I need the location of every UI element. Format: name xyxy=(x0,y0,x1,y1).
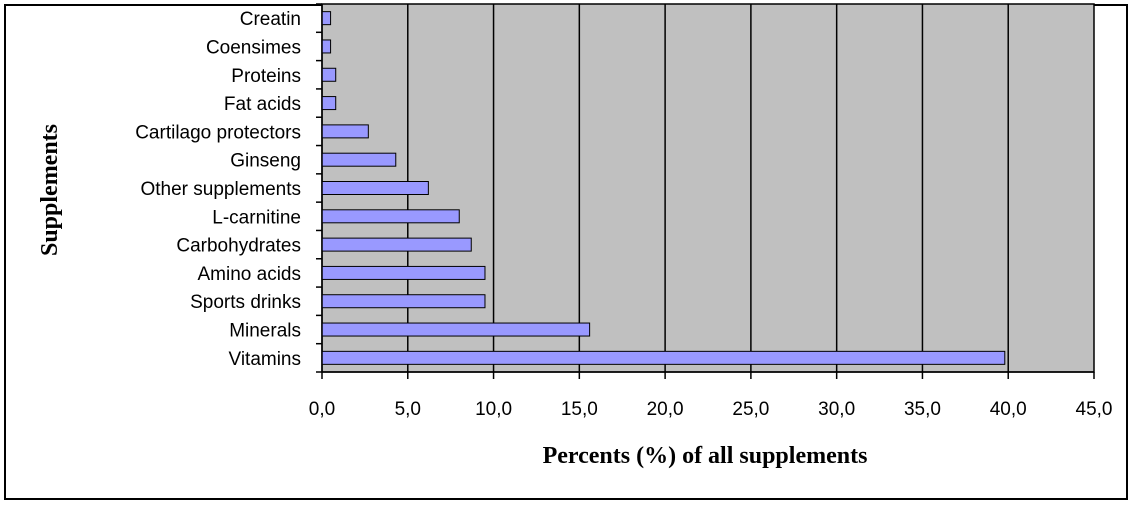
x-tick-label: 5,0 xyxy=(395,399,421,420)
bar xyxy=(321,124,369,139)
category-label: L-carnitine xyxy=(212,207,301,228)
bar xyxy=(321,265,486,280)
category-label: Fat acids xyxy=(224,94,301,115)
bar xyxy=(321,152,397,167)
category-label: Vitamins xyxy=(228,349,301,370)
bar xyxy=(321,237,472,252)
bars xyxy=(321,11,1006,365)
category-label: Proteins xyxy=(231,66,301,87)
category-label: Amino acids xyxy=(198,264,302,285)
category-label: Sports drinks xyxy=(190,292,301,313)
bar xyxy=(321,11,332,26)
bar xyxy=(321,96,337,111)
x-tick-label: 40,0 xyxy=(990,399,1027,420)
category-label: Ginseng xyxy=(230,151,301,172)
category-label: Other supplements xyxy=(140,179,301,200)
x-tick-label: 0,0 xyxy=(309,399,335,420)
category-label: Minerals xyxy=(229,321,301,342)
x-tick-label: 45,0 xyxy=(1076,399,1113,420)
plot-area xyxy=(321,3,1095,373)
category-labels: Creatin Coensimes Proteins Fat acids Cartila… xyxy=(135,9,301,370)
x-tick-label: 35,0 xyxy=(904,399,941,420)
x-axis-title: Percents (%) of all supplements xyxy=(543,443,868,469)
x-axis-ticks xyxy=(321,372,1095,379)
x-tick-labels: 0,0 5,0 10,0 15,0 20,0 25,0 30,0 35,0 40,0 45,0 xyxy=(309,399,1113,420)
x-tick-label: 25,0 xyxy=(732,399,769,420)
category-label: Carbohydrates xyxy=(176,236,301,257)
category-label: Creatin xyxy=(240,9,301,30)
x-tick-label: 15,0 xyxy=(561,399,598,420)
bar xyxy=(321,322,591,337)
gridlines xyxy=(407,4,1009,372)
x-tick-label: 30,0 xyxy=(818,399,855,420)
category-label: Coensimes xyxy=(206,37,301,58)
bar xyxy=(321,294,486,309)
y-axis-ticks xyxy=(316,3,322,373)
y-axis-title: Supplements xyxy=(37,124,63,256)
bar xyxy=(321,67,337,82)
bar xyxy=(321,209,460,224)
x-tick-label: 10,0 xyxy=(475,399,512,420)
bar xyxy=(321,39,332,54)
bar xyxy=(321,350,1006,365)
category-label: Cartilago protectors xyxy=(135,122,301,143)
x-tick-label: 20,0 xyxy=(647,399,684,420)
bar xyxy=(321,181,429,195)
